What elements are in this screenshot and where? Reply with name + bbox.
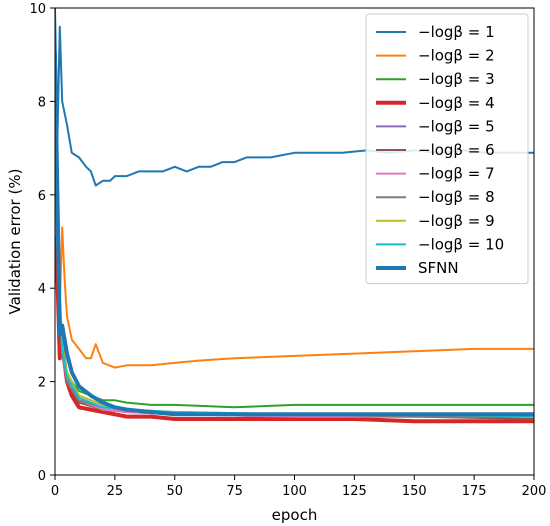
y-tick-label: 2 — [38, 376, 46, 391]
legend-label: −logβ = 5 — [418, 117, 495, 135]
series-line-11 — [55, 52, 534, 417]
x-tick-label: 200 — [522, 484, 547, 499]
legend-label: −logβ = 4 — [418, 94, 495, 112]
legend-label: −logβ = 10 — [418, 235, 504, 253]
x-tick-label: 175 — [462, 484, 487, 499]
x-axis: 0 25 50 75 100 125 150 175 200 — [51, 475, 547, 499]
y-tick-label: 4 — [38, 282, 46, 297]
plot-frame — [54, 7, 535, 476]
plot-area — [55, 8, 534, 424]
y-tick-label: 0 — [38, 469, 46, 484]
legend-label: SFNN — [418, 259, 459, 277]
y-axis-label: Validation error (%) — [6, 169, 24, 315]
legend-label: −logβ = 1 — [418, 23, 495, 41]
legend-label: −logβ = 7 — [418, 165, 495, 183]
x-tick-label: 150 — [402, 484, 427, 499]
legend: −logβ = 1 −logβ = 2 −logβ = 3 −logβ = 4 −log… — [365, 13, 529, 285]
y-axis: 0 2 4 6 8 10 — [29, 2, 55, 484]
legend-label: −logβ = 6 — [418, 141, 495, 159]
legend-box — [365, 13, 529, 285]
y-tick-label: 10 — [29, 2, 46, 17]
series-line-2 — [55, 77, 534, 369]
x-tick-label: 25 — [107, 484, 124, 499]
legend-label: −logβ = 8 — [418, 188, 495, 206]
y-tick-label: 8 — [38, 95, 46, 110]
legend-label: −logβ = 2 — [418, 47, 495, 65]
x-tick-label: 0 — [51, 484, 59, 499]
y-tick-label: 6 — [38, 189, 46, 204]
legend-label: −logβ = 3 — [418, 70, 495, 88]
x-tick-label: 75 — [226, 484, 243, 499]
x-tick-label: 125 — [342, 484, 367, 499]
x-axis-label: epoch — [272, 506, 318, 524]
legend-label: −logβ = 9 — [418, 212, 495, 230]
x-tick-label: 100 — [282, 484, 307, 499]
x-tick-label: 50 — [166, 484, 183, 499]
